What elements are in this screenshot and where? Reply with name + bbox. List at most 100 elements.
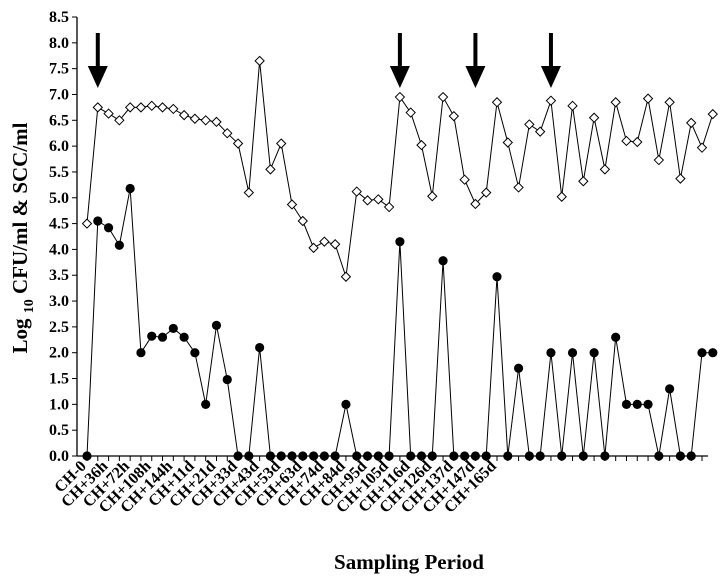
circle-point	[438, 256, 448, 266]
y-tick-label: 2.5	[49, 319, 69, 336]
circle-point	[481, 451, 491, 461]
circle-point	[362, 451, 373, 461]
circle-point	[427, 451, 437, 461]
circle-point	[114, 240, 124, 250]
diamond-point	[157, 102, 168, 113]
y-tick-label: 1.0	[49, 396, 69, 413]
circle-point	[654, 451, 664, 461]
circle-point	[697, 348, 707, 358]
diamond-point	[362, 195, 373, 206]
circle-point	[125, 183, 135, 194]
diamond-point	[92, 102, 103, 113]
diamond-point	[222, 127, 233, 139]
circle-point	[665, 384, 675, 394]
circle-point	[611, 332, 621, 342]
circle-point	[352, 451, 362, 461]
series-2	[82, 183, 718, 461]
y-tick-label: 0.5	[49, 422, 69, 439]
diamond-point	[448, 110, 460, 122]
circle-point	[233, 451, 243, 461]
circle-point	[168, 323, 178, 334]
circle-point	[492, 272, 502, 282]
circle-point	[503, 451, 513, 461]
y-axis-label-prefix: Log	[8, 318, 32, 354]
circle-point	[470, 451, 481, 461]
diamond-point	[286, 199, 298, 210]
diamond-point	[329, 239, 341, 250]
diamond-point	[135, 102, 147, 113]
diamond-point	[265, 164, 276, 175]
arrow-markers	[87, 33, 561, 88]
y-tick-label: 3.5	[49, 267, 69, 284]
circle-point	[308, 451, 319, 461]
diamond-point	[351, 186, 362, 197]
y-tick-label: 7.5	[49, 61, 69, 78]
y-tick-label: 1.5	[49, 371, 69, 388]
arrow-head	[465, 66, 486, 88]
circle-point	[287, 451, 297, 461]
circle-point	[179, 332, 189, 342]
diamond-point	[578, 176, 589, 187]
diamond-point	[502, 137, 513, 148]
y-tick-label: 6.0	[49, 138, 69, 155]
y-tick-label: 5.0	[49, 190, 69, 207]
circle-point	[211, 320, 222, 330]
diamond-point	[254, 55, 265, 67]
diamond-point	[178, 109, 190, 121]
circle-point	[298, 451, 308, 461]
circle-point	[535, 451, 545, 461]
series-1	[81, 55, 718, 282]
circle-point	[93, 216, 103, 226]
diamond-point	[642, 93, 654, 104]
diamond-point	[81, 218, 93, 229]
arrow-head	[389, 66, 410, 88]
circle-point	[341, 399, 351, 409]
y-tick-label: 4.5	[49, 216, 69, 233]
circle-point	[416, 451, 427, 461]
circle-point	[578, 451, 588, 461]
diamond-point	[707, 108, 718, 120]
circle-point	[157, 332, 168, 342]
circle-point	[524, 451, 534, 461]
diamond-point	[427, 191, 438, 202]
circle-point	[265, 451, 276, 461]
diamond-point	[610, 97, 621, 108]
diamond-point	[459, 174, 470, 185]
diamond-point	[653, 154, 665, 166]
y-tick-labels: 0.0 0.5 1.0 1.5 2.0 2.5 3.0 3.5 4.0 4.5 5.0 5.5 6.0 6…	[49, 9, 77, 465]
diamond-point	[232, 138, 244, 149]
diamond-point	[276, 138, 287, 149]
x-axis-label: Sampling Period	[334, 550, 484, 574]
circle-point	[632, 399, 642, 409]
diamond-point	[696, 142, 708, 153]
diamond-point	[405, 107, 416, 118]
diamond-point	[437, 91, 449, 103]
circle-point	[136, 348, 146, 358]
diamond-point	[308, 242, 319, 254]
circle-point	[557, 451, 567, 461]
y-tick-label: 4.0	[49, 241, 69, 258]
circle-point	[589, 348, 599, 358]
circle-point	[643, 399, 653, 409]
circle-point	[513, 363, 524, 373]
circle-point	[406, 451, 416, 461]
diamond-point	[297, 215, 308, 227]
circle-point	[276, 451, 286, 461]
diamond-point	[416, 139, 427, 151]
diamond-point	[621, 135, 632, 147]
arrow-marker	[540, 33, 561, 88]
arrow-head	[87, 66, 108, 88]
circle-point	[190, 348, 200, 358]
circle-point	[330, 451, 340, 461]
diamond-point	[481, 187, 492, 198]
circle-point	[384, 451, 394, 461]
arrow-head	[540, 66, 561, 88]
circle-point	[244, 451, 254, 461]
diamond-point	[200, 115, 211, 126]
y-axis-label-subscript: 10	[22, 299, 37, 313]
diamond-point	[588, 112, 600, 123]
circle-point	[201, 399, 211, 409]
x-tick-labels: CH-0CH+36hCH+72hCH+108hCH+144hCH+11dCH+2…	[51, 456, 703, 517]
circle-point	[567, 348, 578, 358]
